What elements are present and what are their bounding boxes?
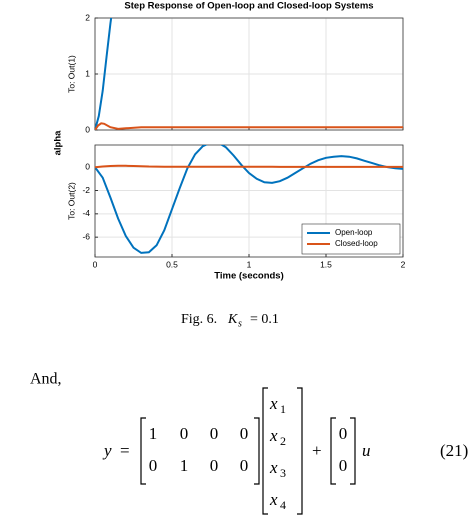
y-tick-label: -4 [82, 208, 90, 218]
subplot: 0 1 2 To: Out(1) [66, 12, 404, 134]
subplot-y-label: To: Out(1) [66, 55, 76, 93]
series-line [95, 164, 403, 169]
eq-plus: + [312, 441, 322, 460]
caption-value: = 0.1 [250, 312, 279, 327]
y-tick-label: -6 [82, 231, 90, 241]
legend-label: Open-loop [335, 228, 373, 237]
bracket [262, 387, 303, 515]
y-tick-label: -2 [82, 185, 90, 195]
vector-entry: x [269, 426, 278, 445]
vector-subscript: 1 [280, 402, 286, 416]
vector-subscript: 2 [280, 434, 286, 448]
matrix-entry: 1 [180, 456, 189, 475]
caption-label: Fig. 6. [181, 312, 217, 327]
y-tick-label: 0 [85, 161, 90, 171]
matrix-entry: 0 [149, 456, 158, 475]
subplot-y-label: To: Out(2) [66, 182, 76, 220]
eq-lhs: y [102, 441, 112, 460]
vector-subscript: 3 [280, 466, 286, 480]
plot-border [94, 144, 404, 258]
x-tick-label: 1 [247, 259, 252, 269]
eq-number: (21) [440, 441, 468, 460]
bracket [330, 417, 356, 485]
subplot: 0 0.5 1 1.5 2 -6 -4 -2 0 To: Out(2) Open-loop Close… [66, 144, 406, 269]
x-tick-label: 0 [93, 259, 98, 269]
vector-entry: x [269, 394, 278, 413]
x-tick-label: 0.5 [166, 259, 178, 269]
caption: Fig. 6. K s = 0.1 [181, 312, 279, 329]
series-line [95, 122, 403, 130]
body-text: And, [30, 371, 62, 388]
eq-equals: = [120, 441, 130, 460]
matrix-entry: 0 [240, 424, 249, 443]
matrix-entry: 0 [210, 456, 219, 475]
plot-border [94, 17, 404, 131]
chart-title: Step Response of Open-loop and Closed-lo… [124, 1, 373, 12]
x-axis-label: Time (seconds) [214, 271, 284, 282]
eq-input: u [362, 441, 371, 460]
bracket [140, 417, 260, 485]
x-tick-label: 2 [401, 259, 406, 269]
series-line [95, 18, 113, 130]
y-axis-label: alpha [53, 130, 64, 156]
matrix-entry: 1 [149, 424, 158, 443]
matrix-entry: 0 [240, 456, 249, 475]
y-tick-label: 1 [85, 68, 90, 78]
y-tick-label: 0 [85, 124, 90, 134]
matrix-entry: 0 [339, 456, 348, 475]
vector-entry: x [269, 490, 278, 509]
legend-label: Closed-loop [335, 239, 378, 248]
equation: y = + u (21) 1 0 0 00 1 0 0x 1x 2x 3x 400 [102, 387, 468, 515]
caption-symbol: K [227, 312, 238, 327]
matrix-entry: 0 [180, 424, 189, 443]
matrix-entry: 0 [210, 424, 219, 443]
vector-subscript: 4 [280, 498, 286, 512]
x-tick-label: 1.5 [320, 259, 332, 269]
matrix-entry: 0 [339, 424, 348, 443]
series-line [95, 145, 403, 254]
y-tick-label: 2 [85, 12, 90, 22]
vector-entry: x [269, 458, 278, 477]
caption-subscript: s [238, 318, 242, 329]
legend-box [301, 223, 401, 255]
